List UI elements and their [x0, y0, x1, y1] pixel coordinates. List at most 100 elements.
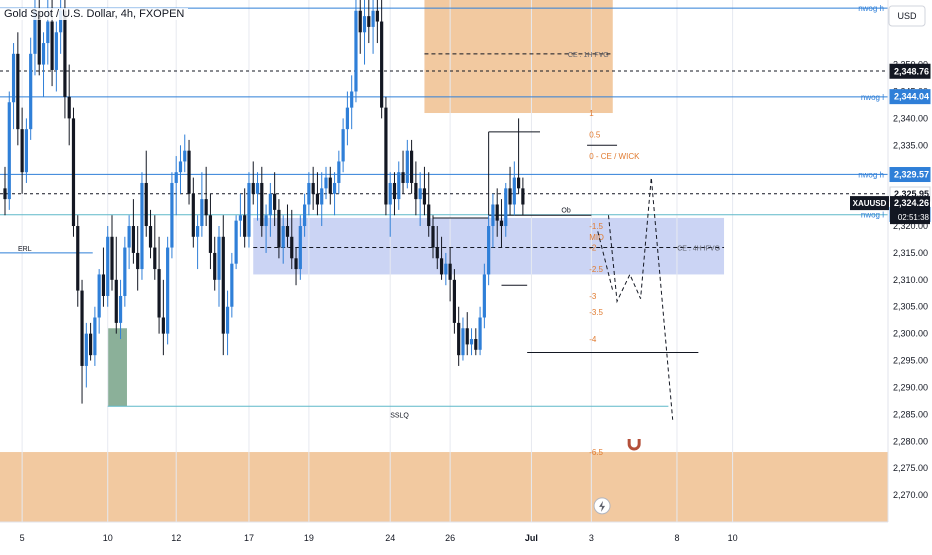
candle-body-13: [59, 10, 63, 33]
time-tick-5: 24: [385, 533, 395, 543]
time-tick-2: 12: [171, 533, 181, 543]
candle-body-102: [439, 258, 444, 275]
candle-body-72: [311, 182, 315, 194]
candle-body-33: [144, 182, 148, 227]
candle-body-26: [114, 279, 118, 323]
candle-body-59: [255, 182, 260, 194]
candle-body-27: [118, 295, 123, 323]
time-axis-bg: [0, 522, 932, 550]
erl-line-label: ERL: [18, 246, 32, 253]
candle-body-22: [97, 274, 101, 318]
candle-body-93: [401, 172, 405, 183]
candle-body-51: [221, 236, 225, 334]
fib-label-9: -4: [589, 335, 597, 344]
candle-body-113: [487, 226, 491, 275]
time-tick-9: 8: [674, 533, 679, 543]
candle-body-35: [153, 247, 157, 270]
candle-body-86: [371, 10, 375, 27]
candle-body-54: [234, 220, 238, 264]
time-tick-4: 19: [304, 533, 314, 543]
candle-body-20: [89, 333, 93, 356]
fib-label-3: -1.5: [589, 222, 603, 231]
price-tick-2: 2,280.00: [893, 436, 928, 446]
candle-body-6: [29, 53, 33, 130]
ob-label: Ob: [561, 208, 570, 215]
upper-orange-zone: [424, 0, 613, 114]
fib-label-8: -3.5: [589, 308, 603, 317]
candle-body-11: [50, 21, 54, 70]
price-tick-3: 2,285.00: [893, 409, 928, 419]
candle-body-74: [320, 188, 324, 205]
price-tick-10: 2,320.00: [893, 221, 928, 231]
candle-body-98: [422, 188, 427, 205]
candle-body-44: [191, 193, 195, 237]
candle-body-30: [131, 226, 135, 253]
candle-body-50: [217, 236, 221, 280]
candle-body-23: [101, 274, 106, 296]
candle-body-107: [461, 328, 465, 356]
price-tick-9: 2,315.00: [893, 248, 928, 258]
candle-body-71: [307, 182, 311, 205]
candle-body-46: [200, 199, 204, 227]
current-symbol: XAUUSD: [853, 199, 887, 208]
candle-body-94: [405, 150, 409, 183]
candle-body-41: [178, 161, 183, 173]
candle-body-96: [414, 182, 418, 200]
time-tick-7: Jul: [525, 533, 538, 543]
price-tick-6: 2,300.00: [893, 329, 928, 339]
candle-body-19: [84, 333, 88, 366]
currency-button[interactable]: [888, 5, 926, 27]
candle-body-36: [157, 269, 161, 318]
candle-body-28: [123, 247, 127, 296]
candle-body-8: [37, 10, 41, 65]
lightning-bolt-glyph: [599, 500, 606, 512]
candle-body-56: [243, 215, 247, 237]
price-tick-13: 2,335.00: [893, 140, 928, 150]
candle-body-85: [367, 16, 371, 27]
candle-body-90: [388, 182, 392, 205]
candle-body-18: [80, 290, 84, 366]
candle-body-39: [170, 182, 174, 248]
candle-body-101: [435, 247, 439, 259]
candle-body-31: [136, 252, 140, 270]
price-label-1: 2,344.04: [894, 92, 929, 102]
current-countdown: 02:51:38: [898, 213, 930, 222]
time-tick-8: 3: [589, 533, 594, 543]
candle-body-89: [384, 107, 388, 205]
price-tick-8: 2,310.00: [893, 275, 928, 285]
candle-body-57: [247, 182, 251, 237]
candle-body-29: [127, 226, 131, 248]
time-tick-10: 10: [728, 533, 738, 543]
candle-body-117: [504, 188, 508, 227]
hline-label-2: nwog h: [858, 170, 884, 179]
candle-body-103: [444, 263, 448, 275]
candle-body-111: [478, 317, 482, 350]
candle-body-118: [508, 188, 512, 205]
candle-body-115: [495, 204, 499, 221]
candle-body-66: [285, 226, 290, 237]
bottom-orange-zone: [0, 452, 909, 522]
candle-body-78: [337, 161, 341, 183]
candle-body-12: [54, 32, 58, 70]
current-symbol-box: [850, 196, 889, 211]
magnet-icon[interactable]: [627, 438, 641, 451]
price-tick-4: 2,290.00: [893, 382, 928, 392]
candle-body-10: [46, 21, 50, 44]
candle-body-15: [67, 96, 71, 119]
candle-body-53: [230, 263, 234, 307]
candle-body-32: [140, 182, 144, 270]
fib-label-5: -2: [589, 244, 597, 253]
candle-body-62: [268, 193, 272, 216]
candle-body-68: [294, 258, 298, 270]
candle-body-77: [332, 182, 337, 194]
candle-body-64: [277, 209, 281, 248]
candle-body-112: [482, 274, 486, 318]
time-tick-0: 5: [20, 533, 25, 543]
candle-body-73: [315, 193, 320, 205]
fib-label-2: 0 - CE / WICK: [589, 152, 640, 161]
candle-body-88: [380, 21, 384, 108]
candle-body-104: [448, 263, 452, 280]
candle-body-1: [7, 102, 11, 200]
price-label-box-2: [889, 167, 931, 183]
